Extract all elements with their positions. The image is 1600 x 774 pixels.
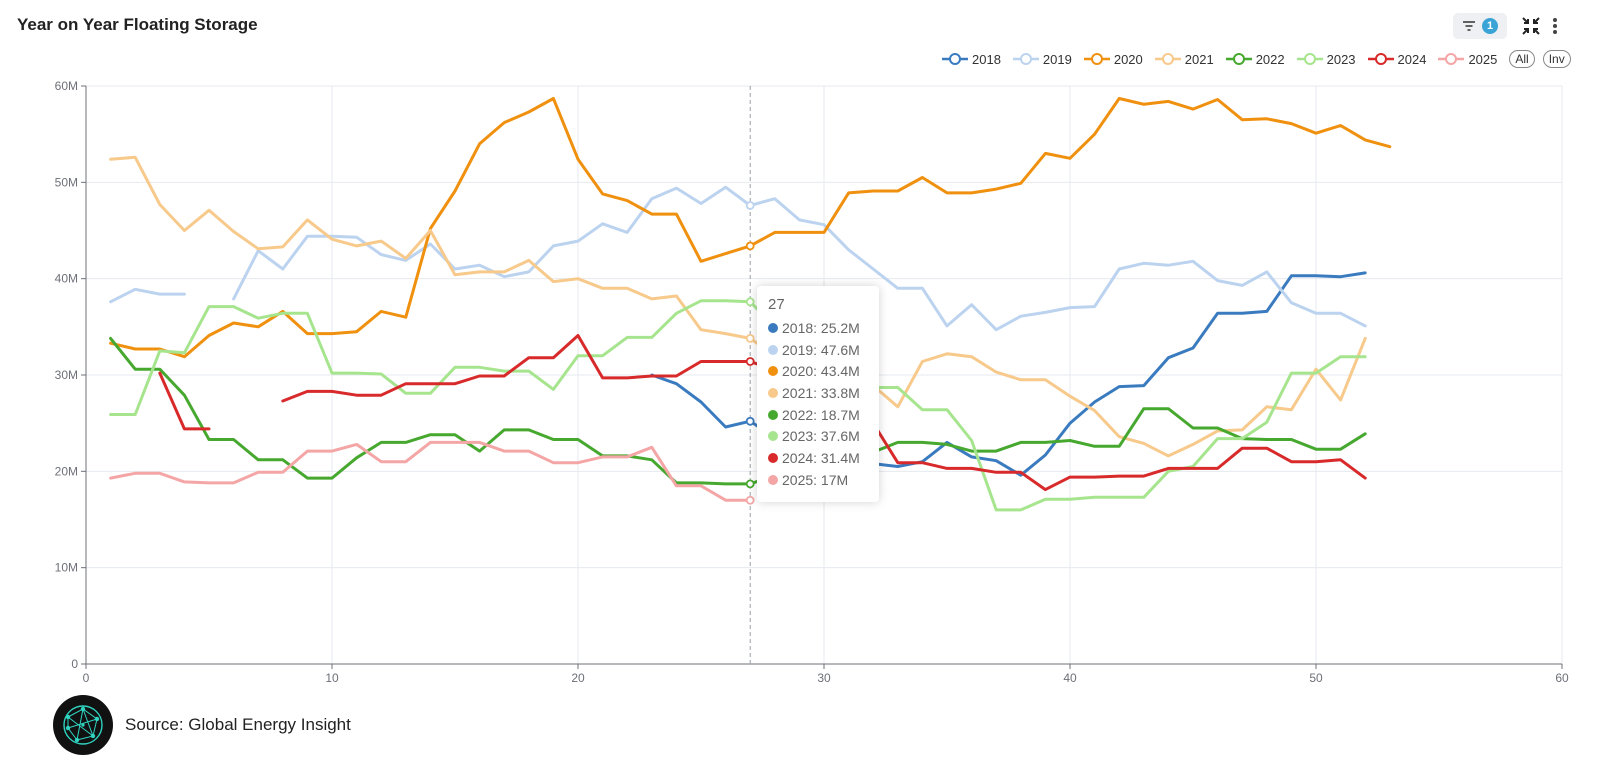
y-tick-label: 0 [71,657,78,671]
legend-marker-icon [1225,53,1252,65]
y-tick-label: 50M [55,175,78,189]
series-2025-hover-point [745,495,755,505]
tooltip-text: 2020: 43.4M [782,363,860,380]
tooltip-row-2019: 2019: 47.6M [768,339,879,361]
series-2018-hover-point [745,416,755,426]
legend-item-2025[interactable]: 2025 [1438,52,1497,67]
tooltip-text: 2024: 31.4M [782,449,860,466]
x-tick-label: 50 [1309,671,1323,685]
filter-button[interactable]: 1 [1453,13,1507,39]
series-2019-hover-point [745,201,755,210]
tooltip-dot [768,387,778,398]
x-tick-label: 0 [83,671,90,685]
tooltip-dot [768,409,778,420]
tooltip-title: 27 [768,296,785,313]
tooltip-dot [768,474,778,485]
series-2023-hover-point [745,297,755,307]
legend-item-2023[interactable]: 2023 [1296,51,1356,67]
legend-label: 2019 [1042,51,1072,67]
tooltip-row-2021: 2021: 33.8M [768,382,879,404]
legend-label: 2023 [1326,51,1356,67]
x-tick-label: 60 [1555,671,1569,685]
legend-item-2024[interactable]: 2024 [1367,51,1427,67]
legend-label: 2021 [1184,51,1214,67]
legend-item-2020[interactable]: 2020 [1083,51,1143,67]
tooltip-text: 2025: 17M [782,471,849,488]
tooltip-row-2022: 2022: 18.7M [768,404,879,426]
tooltip-dot [768,366,778,377]
series-2022-hover-point [745,479,755,489]
tooltip-row-2018: 2018: 25.2M [768,317,879,339]
tooltip-dot [768,322,778,333]
tooltip-row-2025: 2025: 17M [768,469,879,491]
legend-all-button[interactable]: All [1509,50,1535,68]
tooltip-text: 2018: 25.2M [782,319,860,336]
filter-count-badge: 1 [1482,18,1498,34]
legend-item-2021[interactable]: 2021 [1154,51,1214,67]
y-tick-label: 30M [55,368,78,382]
legend-item-2022[interactable]: 2022 [1225,51,1285,67]
legend-marker-icon [1438,53,1465,65]
legend-marker-icon [1367,53,1394,65]
legend-item-2019[interactable]: 2019 [1012,51,1072,67]
tooltip-dot [768,431,778,442]
legend-marker-icon [1154,53,1181,65]
tooltip-row-2020: 2020: 43.4M [768,360,879,382]
collapse-icon[interactable] [1521,16,1541,36]
x-tick-label: 10 [325,671,339,685]
y-tick-label: 60M [55,79,78,93]
tooltip-text: 2023: 37.6M [782,428,860,445]
series-2020-hover-point [745,241,755,251]
series-2021-hover-point [745,333,755,343]
series-2021-line [109,155,1367,458]
source-note: Source: Global Energy Insight [125,715,351,734]
footer: Source: Global Energy Insight [53,695,351,755]
chart-legend: 2018 2019 2020 2021 2022 2023 2024 2025 All Inv [942,48,1579,70]
x-tick-label: 20 [571,671,585,685]
x-tick-label: 30 [817,671,831,685]
series-2022-line [109,336,1367,486]
legend-invert-button[interactable]: Inv [1542,50,1571,68]
legend-label: 2025 [1468,51,1498,67]
series-2024-hover-point [745,357,755,366]
legend-marker-icon [942,53,968,65]
tooltip-text: 2021: 33.8M [782,384,860,401]
series-2019-line [109,185,1367,332]
more-vertical-icon[interactable] [1551,16,1559,36]
hover-tooltip: 27 2018: 25.2M 2019: 47.6M 2020: 43.4M 2021… [757,286,879,502]
filter-icon [1463,21,1475,31]
x-tick-label: 40 [1063,671,1077,685]
y-tick-label: 40M [55,272,78,286]
legend-label: 2022 [1255,51,1285,67]
legend-label: 2024 [1397,51,1427,67]
legend-label: 2018 [972,51,1001,67]
legend-marker-icon [1296,53,1323,65]
tooltip-text: 2019: 47.6M [782,341,860,358]
chart-toolbar: 1 [1453,12,1559,40]
tooltip-dot [768,344,778,355]
legend-item-2018[interactable]: 2018 [942,52,1001,67]
legend-marker-icon [1083,53,1110,65]
y-tick-label: 10M [55,561,78,575]
logo-icon [53,695,113,755]
legend-label: 2020 [1113,51,1143,67]
chart-title: Year on Year Floating Storage [17,15,258,34]
tooltip-row-2023: 2023: 37.6M [768,425,879,447]
tooltip-row-2024: 2024: 31.4M [768,447,879,469]
line-chart: 0 10M 20M 30M 40M 50M 60M 0 10 20 30 40 50 60 [55,79,1569,685]
series-2025-line [109,440,752,502]
series-2023-line [109,299,1367,512]
tooltip-text: 2022: 18.7M [782,406,860,423]
y-tick-label: 20M [55,464,78,478]
legend-marker-icon [1012,53,1039,65]
tooltip-dot [768,452,778,463]
